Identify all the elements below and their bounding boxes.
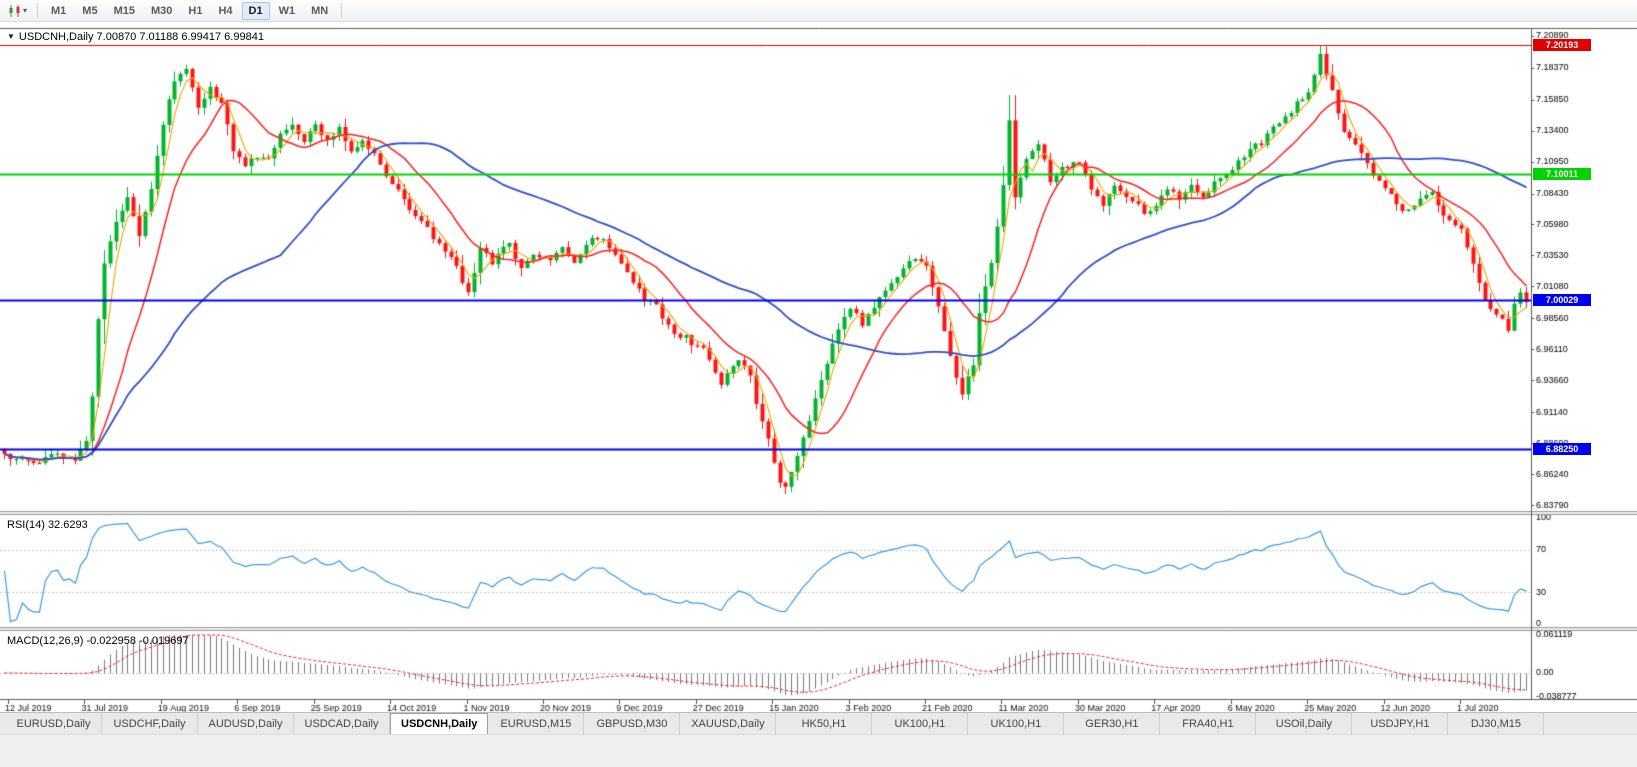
candlestick-chart-icon	[9, 4, 20, 17]
timeframe-button-m1[interactable]: M1	[44, 2, 73, 20]
chart-tab-audusd-daily[interactable]: AUDUSD,Daily	[198, 713, 294, 734]
timeframe-button-h4[interactable]: H4	[211, 2, 239, 20]
toolbar-separator	[341, 3, 343, 18]
chart-tab-usdchf-daily[interactable]: USDCHF,Daily	[102, 713, 198, 734]
chart-tab-usdcad-daily[interactable]: USDCAD,Daily	[294, 713, 390, 734]
chart-tab-eurusd-daily[interactable]: EURUSD,Daily	[6, 713, 102, 734]
toolbar-separator	[37, 3, 39, 18]
chart-tab-ger30-h1[interactable]: GER30,H1	[1064, 713, 1161, 734]
timeframe-button-m5[interactable]: M5	[75, 2, 104, 20]
chart-window: ▼ USDCNH,Daily 7.00870 7.01188 6.99417 6…	[0, 22, 1637, 712]
timeframe-button-d1[interactable]: D1	[241, 1, 270, 20]
chart-tab-fra40-h1[interactable]: FRA40,H1	[1160, 713, 1257, 734]
chart-tab-usdcnh-daily[interactable]: USDCNH,Daily	[390, 713, 489, 734]
chart-tab-usoil-daily[interactable]: USOil,Daily	[1256, 713, 1353, 734]
status-bar	[0, 734, 1637, 767]
chart-tab-hk50-h1[interactable]: HK50,H1	[776, 713, 873, 734]
chart-tab-eurusd-m15[interactable]: EURUSD,M15	[488, 713, 585, 734]
chevron-down-icon: ▾	[23, 5, 28, 15]
timeframe-button-w1[interactable]: W1	[272, 2, 303, 20]
chart-tab-gbpusd-m30[interactable]: GBPUSD,M30	[584, 713, 681, 734]
timeframe-button-h1[interactable]: H1	[181, 2, 209, 20]
timeframe-toolbar: ▾ M1 M5 M15 M30 H1 H4 D1 W1 MN	[0, 0, 1637, 22]
chart-tab-dj30-m15[interactable]: DJ30,M15	[1448, 713, 1545, 734]
chart-type-button[interactable]: ▾	[4, 2, 31, 20]
chart-tab-uk100-h1[interactable]: UK100,H1	[968, 713, 1065, 734]
chart-tab-xauusd-daily[interactable]: XAUUSD,Daily	[680, 713, 777, 734]
price-chart-canvas[interactable]	[0, 22, 1637, 712]
timeframe-button-mn[interactable]: MN	[304, 2, 335, 20]
chart-tabbar: EURUSD,Daily USDCHF,Daily AUDUSD,Daily USDC…	[0, 712, 1637, 734]
chart-tab-uk100-h1[interactable]: UK100,H1	[872, 713, 969, 734]
chart-tab-usdjpy-h1[interactable]: USDJPY,H1	[1352, 713, 1449, 734]
timeframe-buttons: M1 M5 M15 M30 H1 H4 D1 W1 MN	[44, 1, 335, 20]
timeframe-button-m15[interactable]: M15	[107, 2, 142, 20]
timeframe-button-m30[interactable]: M30	[144, 2, 179, 20]
